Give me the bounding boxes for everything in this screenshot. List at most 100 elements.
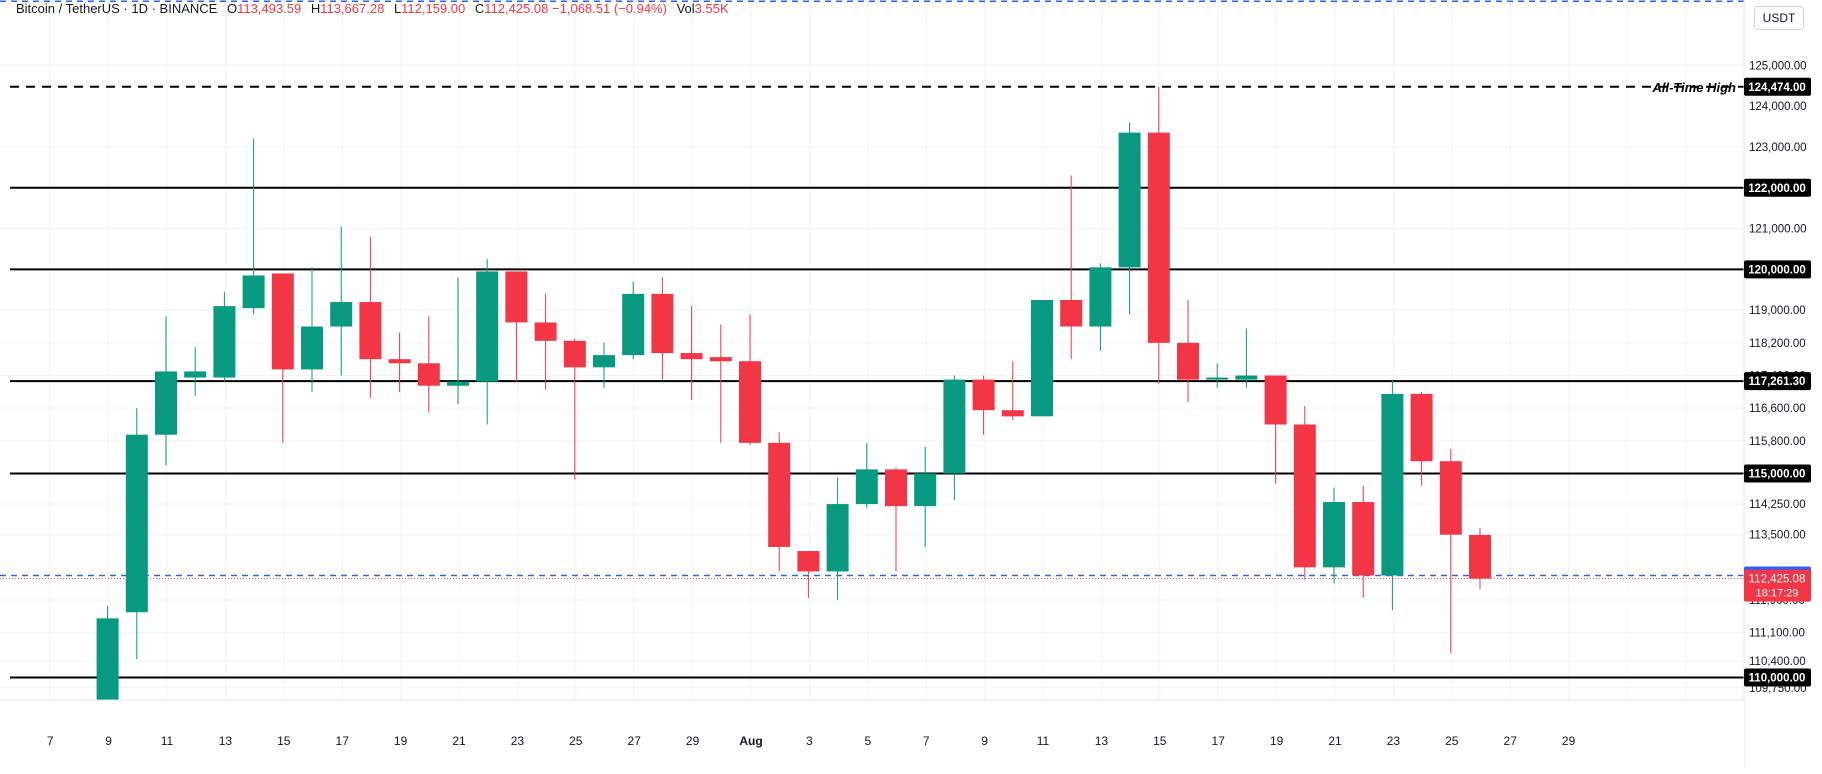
candle-body-up [1381, 393, 1404, 576]
price-tick-label: 123,000.00 [1749, 142, 1807, 154]
time-tick-label: 15 [1153, 734, 1167, 748]
open-label: O [226, 1, 238, 16]
price-tick-label: 116,600.00 [1749, 403, 1806, 415]
level-price-label: 110,000.00 [1749, 673, 1806, 685]
time-tick-label: 29 [1562, 734, 1576, 748]
candle-body-up [826, 504, 849, 572]
price-tick-label: 110,400.00 [1749, 656, 1806, 668]
time-tick-label: 9 [981, 734, 988, 748]
last-price-label: 112,425.08 [1749, 574, 1806, 586]
candle-body-up [242, 275, 265, 309]
volume-label: Vol [676, 1, 695, 16]
candle-body-up [1089, 267, 1112, 327]
time-tick-label: 17 [336, 734, 350, 748]
change-value: −1,068.51 (−0.94%) [552, 1, 667, 16]
candle-body-down [1264, 375, 1287, 425]
candle-body-down [1469, 534, 1491, 579]
candle-body-up [96, 618, 119, 711]
candle-body-down [1177, 342, 1199, 380]
candle-body-down [972, 379, 995, 411]
candle-body-up [447, 381, 469, 386]
time-tick-label: 27 [1504, 734, 1518, 748]
candle-body-down [885, 469, 907, 507]
price-tick-label: 115,800.00 [1749, 436, 1806, 448]
price-axis: 125,000.00 123,000.00 121,000.00 119,000.00… [1743, 0, 1822, 769]
currency-button[interactable]: USDT [1754, 6, 1804, 30]
candle-body-down [1439, 461, 1462, 535]
all-time-high-label: All-Time High [1651, 80, 1736, 95]
time-tick-label: Aug [739, 734, 762, 748]
high-label: H [310, 1, 321, 16]
price-tick-label: 121,000.00 [1749, 224, 1807, 236]
candle-body-down [1352, 502, 1375, 576]
symbol-title[interactable]: Bitcoin / TetherUS · 1D · BINANCE [16, 1, 218, 16]
candle-body-down [1060, 300, 1083, 327]
candle-body-down [768, 442, 791, 547]
candle-body-up [155, 371, 177, 435]
time-tick-label: 17 [1212, 734, 1226, 748]
last-price-box [1744, 569, 1811, 602]
level-price-label: 117,261.30 [1749, 376, 1806, 388]
time-axis-background [0, 700, 1744, 769]
level-price-label-box [1744, 260, 1811, 279]
time-tick-label: 25 [1445, 734, 1459, 748]
candle-body-down [797, 551, 820, 572]
candle-body-up [1206, 377, 1229, 380]
level-price-label-box [1744, 668, 1811, 687]
symbol-legend: Bitcoin / TetherUS · 1D · BINANCE O113,4… [16, 1, 729, 16]
time-tick-label: 7 [47, 734, 54, 748]
candle-body-down [417, 363, 440, 386]
time-tick-label: 23 [1387, 734, 1401, 748]
time-tick-label: 13 [1095, 734, 1109, 748]
time-tick-label: 11 [161, 734, 174, 748]
grid [0, 0, 1744, 700]
price-tick-label: 124,000.00 [1749, 101, 1807, 113]
time-tick-label: 27 [628, 734, 642, 748]
open-value: 113,493.59 [237, 1, 302, 16]
candle-body-down [359, 302, 382, 360]
high-value: 113,667.28 [320, 1, 385, 16]
candle-body-down [709, 357, 732, 362]
level-price-label: 124,474.00 [1748, 82, 1806, 94]
price-tick-label: 119,000.00 [1749, 305, 1806, 317]
level-price-label: 122,000.00 [1748, 183, 1806, 195]
candle-body-up [125, 434, 148, 613]
time-tick-label: 5 [864, 734, 871, 748]
candle-body-down [1001, 410, 1024, 417]
candle-body-down [388, 359, 411, 364]
level-price-label: 120,000.00 [1748, 264, 1806, 276]
time-tick-label: 19 [1270, 734, 1284, 748]
level-price-label-box [1744, 77, 1811, 96]
time-tick-label: 11 [1037, 734, 1050, 748]
price-tick-label: 118,200.00 [1749, 338, 1806, 350]
volume-value: 3.55K [694, 1, 729, 16]
time-axis: 7 9 11 13 15 17 19 21 23 25 27 29 Aug 3 5 7 9 11 13 15 17 19 2… [0, 699, 1744, 769]
level-price-label: 115,000.00 [1749, 468, 1806, 480]
candle-body-down [739, 361, 761, 443]
candle-body-up [1235, 375, 1258, 380]
price-tick-label: 125,000.00 [1749, 60, 1807, 72]
countdown-label: 18:17:29 [1756, 588, 1799, 600]
time-tick-label: 15 [277, 734, 291, 748]
candle-body-up [943, 379, 966, 474]
time-tick-label: 19 [394, 734, 408, 748]
candle-body-down [505, 271, 528, 323]
time-tick-label: 21 [1328, 734, 1342, 748]
level-price-label-box [1744, 464, 1811, 483]
low-label: L [393, 1, 402, 16]
candle-body-down [680, 353, 703, 360]
time-tick-label: 21 [452, 734, 466, 748]
price-tick-label: 113,500.00 [1749, 530, 1806, 542]
level-price-label-box [1744, 372, 1811, 391]
candle-body-up [855, 469, 878, 505]
candle-body-down [651, 293, 674, 354]
candle-body-up [301, 326, 323, 370]
candle-body-down [1293, 424, 1316, 568]
time-tick-label: 3 [806, 734, 813, 748]
candle-body-up [1323, 502, 1345, 568]
level-price-label-box [1744, 178, 1811, 197]
price-tick-label: 114,250.00 [1749, 499, 1806, 511]
candle-body-down [1147, 132, 1170, 343]
close-value: 112,425.08 [484, 1, 549, 16]
